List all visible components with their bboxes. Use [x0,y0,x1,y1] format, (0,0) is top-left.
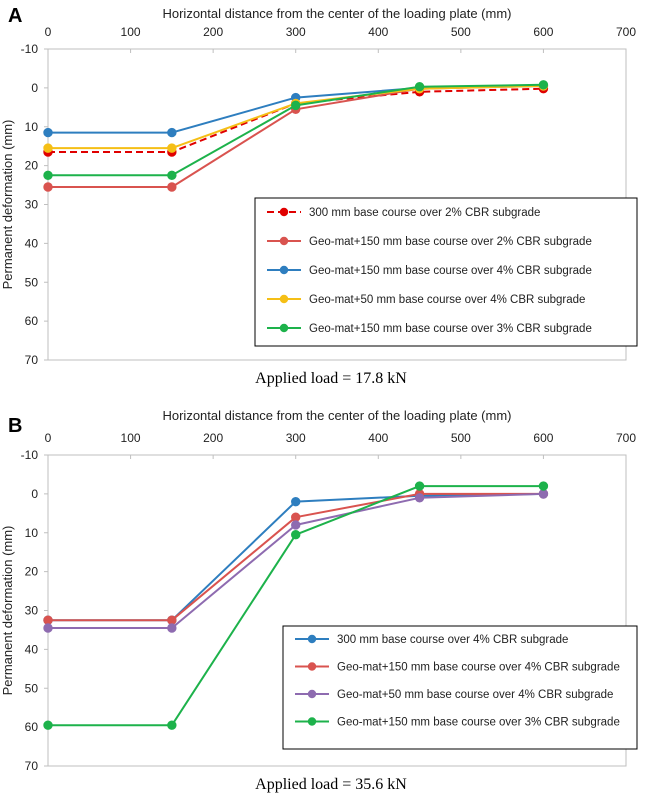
y-tick-label: 70 [25,759,39,773]
data-point [415,482,423,490]
data-point [292,521,300,529]
data-point [168,171,176,179]
x-tick-label: 700 [616,25,636,39]
legend-label: Geo-mat+150 mm base course over 4% CBR s… [309,265,592,277]
data-point [292,497,300,505]
legend-swatch-marker [308,717,316,725]
data-point [168,128,176,136]
data-point [168,616,176,624]
y-tick-label: 30 [25,604,39,618]
x-tick-label: 200 [203,431,223,445]
x-tick-label: 300 [286,25,306,39]
data-point [168,183,176,191]
legend-label: Geo-mat+50 mm base course over 4% CBR su… [337,689,613,701]
legend-label: Geo-mat+50 mm base course over 4% CBR su… [309,294,585,306]
data-point [44,616,52,624]
x-tick-label: 400 [368,25,388,39]
data-point [292,101,300,109]
data-point [292,530,300,538]
legend-swatch-marker [308,690,316,698]
data-point [539,490,547,498]
y-axis-title: Permanent deformation (mm) [0,526,15,696]
y-tick-label: 20 [25,159,39,173]
legend-label: Geo-mat+150 mm base course over 4% CBR s… [337,662,620,674]
caption: Applied load = 17.8 kN [255,370,407,387]
legend-label: Geo-mat+150 mm base course over 3% CBR s… [337,717,620,729]
legend-label: 300 mm base course over 4% CBR subgrade [337,634,568,646]
x-axis-title: Horizontal distance from the center of t… [162,408,511,423]
data-point [44,128,52,136]
panel-letter: B [8,415,22,437]
y-tick-label: 40 [25,236,39,250]
x-tick-label: 100 [121,431,141,445]
data-point [44,721,52,729]
data-point [44,144,52,152]
x-tick-label: 500 [451,431,471,445]
legend-swatch-marker [308,635,316,643]
x-tick-label: 400 [368,431,388,445]
y-tick-label: 20 [25,565,39,579]
x-tick-label: 600 [533,431,553,445]
panel-a: A Horizontal distance from the center of … [0,5,637,387]
y-tick-label: 50 [25,275,39,289]
data-point [44,624,52,632]
panel-b: B Horizontal distance from the center of … [0,408,637,793]
legend-swatch-marker [280,237,288,245]
x-tick-label: 500 [451,25,471,39]
y-axis-title: Permanent deformation (mm) [0,120,15,290]
y-tick-label: -10 [21,42,39,56]
y-tick-label: 50 [25,681,39,695]
legend-label: Geo-mat+150 mm base course over 2% CBR s… [309,236,592,248]
data-point [539,81,547,89]
x-tick-label: 200 [203,25,223,39]
legend: 300 mm base course over 4% CBR subgrade G… [283,626,637,749]
y-tick-label: 60 [25,720,39,734]
legend-swatch-marker [280,295,288,303]
y-tick-label: 30 [25,198,39,212]
y-tick-label: 0 [31,487,38,501]
y-tick-label: 10 [25,120,39,134]
legend-label: 300 mm base course over 2% CBR subgrade [309,207,540,219]
x-tick-label: 0 [45,25,52,39]
y-tick-label: 0 [31,81,38,95]
data-point [292,513,300,521]
legend-swatch-marker [308,662,316,670]
data-point [44,171,52,179]
data-point [168,144,176,152]
data-point [44,183,52,191]
data-point [415,83,423,91]
x-tick-label: 0 [45,431,52,445]
x-axis-title: Horizontal distance from the center of t… [162,6,511,21]
figure: A Horizontal distance from the center of … [0,0,657,795]
y-tick-label: 70 [25,353,39,367]
legend: 300 mm base course over 2% CBR subgrade G… [255,198,637,346]
panel-letter: A [8,5,22,27]
legend-swatch-marker [280,208,288,216]
legend-label: Geo-mat+150 mm base course over 3% CBR s… [309,323,592,335]
data-point [168,721,176,729]
data-point [539,482,547,490]
legend-swatch-marker [280,324,288,332]
x-tick-label: 600 [533,25,553,39]
data-point [168,624,176,632]
y-tick-label: 10 [25,526,39,540]
y-tick-label: -10 [21,448,39,462]
data-point [415,494,423,502]
x-tick-label: 100 [121,25,141,39]
x-tick-label: 700 [616,431,636,445]
caption: Applied load = 35.6 kN [255,776,407,793]
x-tick-label: 300 [286,431,306,445]
legend-swatch-marker [280,266,288,274]
y-tick-label: 40 [25,642,39,656]
y-tick-label: 60 [25,314,39,328]
